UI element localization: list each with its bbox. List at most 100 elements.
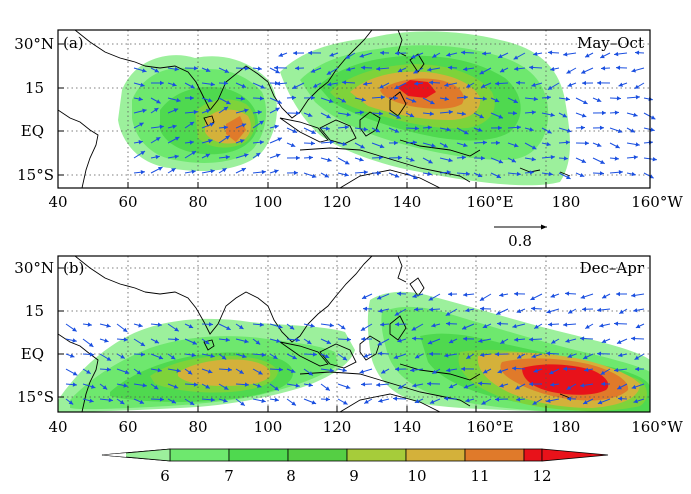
wind-vector-head bbox=[565, 96, 570, 102]
wind-vector-head bbox=[276, 81, 281, 86]
wind-vector-head bbox=[635, 95, 640, 100]
wind-vector-head bbox=[634, 84, 640, 89]
wind-vector-head bbox=[465, 307, 470, 313]
wind-vector-head bbox=[375, 128, 381, 133]
wind-vector-head bbox=[481, 400, 487, 405]
wind-vector-head bbox=[308, 50, 313, 56]
wind-vector-head bbox=[139, 122, 144, 127]
wind-vector-head bbox=[327, 157, 332, 162]
wind-vector-head bbox=[479, 70, 485, 75]
x-axis-labels-a: 40 60 80 100 120 140 160°E 180 160°W bbox=[48, 193, 683, 211]
wind-vector-head bbox=[617, 385, 622, 390]
wind-vector-head bbox=[531, 156, 536, 162]
wind-vector-head bbox=[190, 84, 195, 89]
wind-vector-head bbox=[345, 54, 351, 59]
wind-vector-head bbox=[329, 52, 335, 57]
wind-vector-head bbox=[222, 168, 227, 173]
wind-vector-head bbox=[159, 397, 164, 402]
wind-vector-head bbox=[631, 68, 636, 73]
wind-vector-head bbox=[633, 155, 638, 160]
wind-vector-head bbox=[602, 294, 607, 299]
wind-vector-head bbox=[295, 155, 300, 161]
wind-vector-head bbox=[581, 113, 587, 118]
wind-vector-head bbox=[429, 100, 435, 105]
wind-vector-head bbox=[497, 321, 502, 326]
wind-vector-head bbox=[563, 52, 568, 57]
wind-vector-head bbox=[136, 370, 142, 375]
wind-vector-head bbox=[429, 307, 434, 312]
colorbar-tip bbox=[102, 453, 126, 457]
wind-vector-head bbox=[514, 337, 519, 342]
wind-vector-head bbox=[583, 100, 588, 105]
wind-vector-head bbox=[227, 367, 232, 372]
wind-vector-head bbox=[170, 355, 176, 360]
wind-vector-head bbox=[567, 396, 572, 402]
wind-vector-head bbox=[461, 50, 466, 55]
colorbar-segment-lowest bbox=[101, 448, 171, 462]
wind-vector-head bbox=[313, 83, 318, 88]
panel-a: (a) May–Oct 30°N 15 EQ 15°S 40 60 80 100… bbox=[14, 29, 683, 250]
wind-vector-head bbox=[342, 356, 348, 361]
wind-vector-head bbox=[585, 324, 590, 329]
wind-vector-head bbox=[311, 129, 316, 134]
wind-vector-head bbox=[363, 170, 368, 175]
wind-vector-head bbox=[244, 108, 249, 113]
reference-vector-label: 0.8 bbox=[508, 232, 532, 250]
wind-vector-head bbox=[325, 126, 330, 131]
y-tick-label: EQ bbox=[21, 345, 44, 363]
wind-vector-head bbox=[393, 396, 398, 401]
wind-vector-head bbox=[546, 309, 551, 314]
x-tick-label: 40 bbox=[48, 193, 67, 211]
wind-vector-head bbox=[153, 108, 159, 113]
wind-vector-head bbox=[549, 370, 554, 375]
wind-vector-head bbox=[138, 139, 143, 145]
wind-vector-head bbox=[513, 99, 518, 104]
wind-vector-head bbox=[429, 80, 434, 85]
wind-vector-head bbox=[341, 98, 346, 103]
wind-vector-head bbox=[108, 397, 113, 403]
wind-vector-head bbox=[495, 140, 500, 146]
wind-vector-head bbox=[482, 51, 487, 56]
wind-vector-head bbox=[483, 369, 488, 374]
wind-vector-head bbox=[256, 383, 262, 388]
wind-vector-head bbox=[395, 322, 400, 327]
wind-vector-head bbox=[257, 66, 262, 71]
wind-vector-head bbox=[259, 322, 264, 327]
panel-b: (b) Dec–Apr 30°N 15 EQ 15°S 40 60 80 100… bbox=[14, 255, 683, 436]
wind-vector-head bbox=[397, 68, 403, 73]
wind-vector-head bbox=[495, 351, 500, 357]
wind-vector-head bbox=[293, 170, 298, 176]
wind-vector-head bbox=[140, 82, 145, 87]
wind-vector-head bbox=[631, 384, 637, 390]
wind-vector-head bbox=[614, 51, 619, 57]
wind-vector-head bbox=[87, 322, 92, 327]
wind-vector-head bbox=[244, 382, 249, 387]
wind-vector-head bbox=[631, 293, 636, 298]
wind-vector-head bbox=[292, 84, 297, 89]
wind-vector-head bbox=[174, 337, 179, 342]
wind-vector-head bbox=[324, 354, 330, 359]
x-tick-label: 140 bbox=[393, 193, 422, 211]
wind-vector-head bbox=[414, 307, 419, 312]
x-tick-label: 100 bbox=[254, 193, 283, 211]
wind-vector-head bbox=[479, 114, 484, 119]
wind-vector-head bbox=[428, 296, 434, 301]
wind-vector-head bbox=[205, 109, 211, 114]
wind-vector-head bbox=[394, 85, 399, 90]
wind-vector-head bbox=[446, 52, 451, 57]
colorbar-segment bbox=[228, 448, 289, 462]
wind-vector-head bbox=[478, 381, 483, 386]
wind-vector-head bbox=[583, 355, 588, 360]
wind-vector-head bbox=[221, 355, 227, 360]
wind-vector-head bbox=[310, 68, 316, 73]
wind-vector-head bbox=[567, 353, 573, 358]
wind-vector-head bbox=[171, 168, 176, 173]
y-tick-label: 15 bbox=[25, 79, 44, 97]
wind-vector-head bbox=[614, 321, 619, 326]
wind-vector-head bbox=[432, 369, 437, 374]
wind-vector-head bbox=[567, 82, 573, 87]
season-label-a: May–Oct bbox=[577, 34, 644, 52]
grid-a bbox=[58, 30, 650, 188]
wind-vector-head bbox=[633, 308, 638, 313]
wind-vector-head bbox=[466, 354, 471, 359]
